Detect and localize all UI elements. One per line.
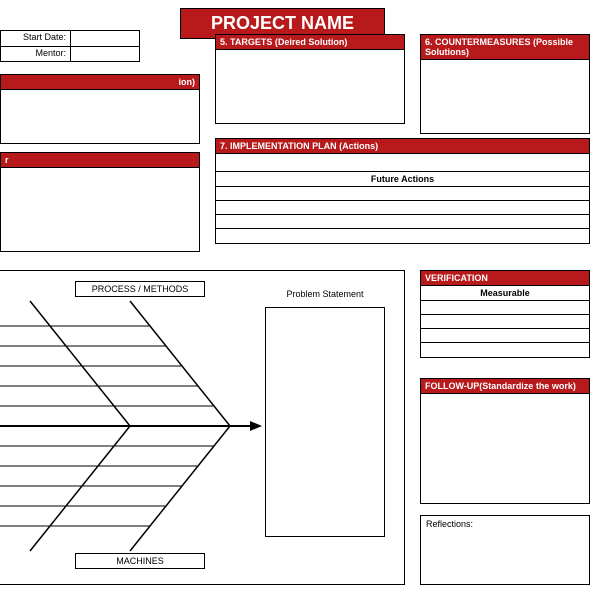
verification-section: VERIFICATION Measurable: [420, 270, 590, 358]
future-actions-label: Future Actions: [215, 172, 590, 187]
future-actions-lines[interactable]: [215, 187, 590, 244]
followup-section: FOLLOW-UP(Standardize the work): [420, 378, 590, 504]
targets-section: 5. TARGETS (Deired Solution): [215, 34, 405, 124]
start-date-label: Start Date:: [1, 31, 71, 46]
left-section-2-body[interactable]: [0, 168, 200, 252]
countermeasures-section: 6. COUNTERMEASURES (Possible Solutions): [420, 34, 590, 134]
left-section-1-header: ion): [0, 74, 200, 90]
followup-header: FOLLOW-UP(Standardize the work): [420, 378, 590, 394]
fishbone-diagram: [0, 271, 405, 586]
targets-header: 5. TARGETS (Deired Solution): [215, 34, 405, 50]
targets-body[interactable]: [215, 50, 405, 124]
countermeasures-header: 6. COUNTERMEASURES (Possible Solutions): [420, 34, 590, 60]
left-section-2-header: r: [0, 152, 200, 168]
fishbone-panel: PROCESS / METHODS MACHINES Problem State…: [0, 270, 405, 585]
implementation-header: 7. IMPLEMENTATION PLAN (Actions): [215, 138, 590, 154]
implementation-section: 7. IMPLEMENTATION PLAN (Actions) Future …: [215, 138, 590, 244]
implementation-gap[interactable]: [215, 154, 590, 172]
left-section-2: r: [0, 152, 200, 252]
meta-table: Start Date: Mentor:: [0, 30, 140, 62]
reflections-section[interactable]: Reflections:: [420, 515, 590, 585]
verification-header: VERIFICATION: [420, 270, 590, 286]
start-date-value[interactable]: [71, 31, 139, 46]
left-section-1: ion): [0, 74, 200, 144]
verification-lines[interactable]: [420, 301, 590, 358]
mentor-value[interactable]: [71, 47, 139, 62]
mentor-label: Mentor:: [1, 47, 71, 62]
left-section-1-body[interactable]: [0, 90, 200, 144]
reflections-label: Reflections:: [426, 519, 473, 529]
verification-sub: Measurable: [420, 286, 590, 301]
followup-body[interactable]: [420, 394, 590, 504]
countermeasures-body[interactable]: [420, 60, 590, 134]
